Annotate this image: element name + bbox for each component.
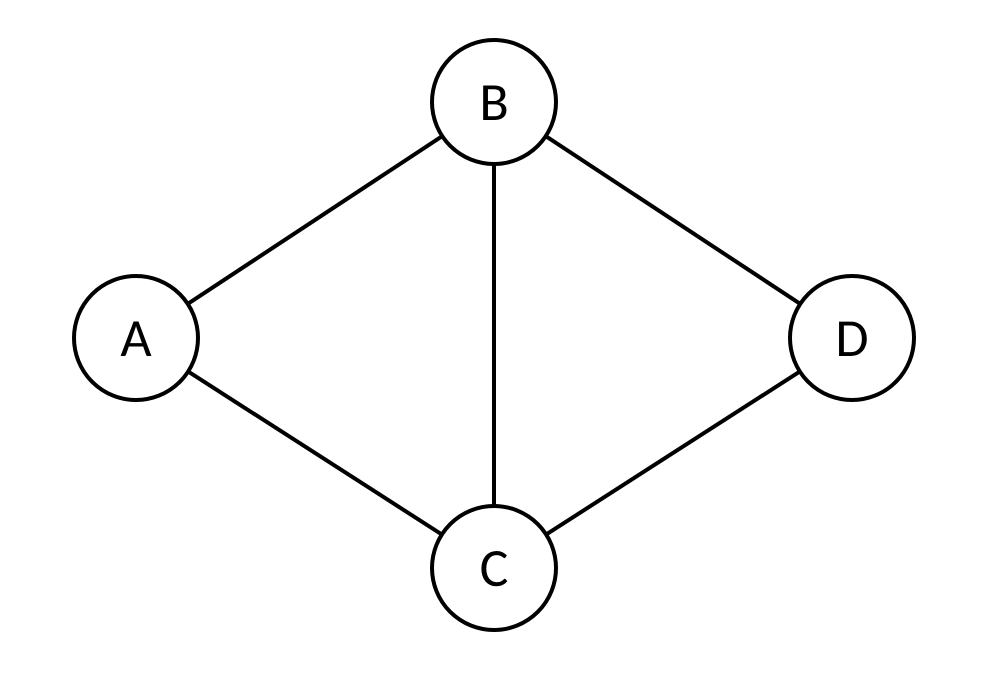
node-B-label: B <box>479 69 508 135</box>
node-D: D <box>790 276 914 400</box>
network-graph: A B C D <box>0 0 987 677</box>
edge-B-D <box>494 102 852 338</box>
node-A-label: A <box>120 305 152 371</box>
edge-A-B <box>136 102 494 338</box>
node-B: B <box>432 40 556 164</box>
edges-group <box>136 102 852 568</box>
node-A: A <box>74 276 198 400</box>
node-C: C <box>432 506 556 630</box>
node-C-label: C <box>480 535 509 601</box>
node-D-label: D <box>835 305 868 371</box>
